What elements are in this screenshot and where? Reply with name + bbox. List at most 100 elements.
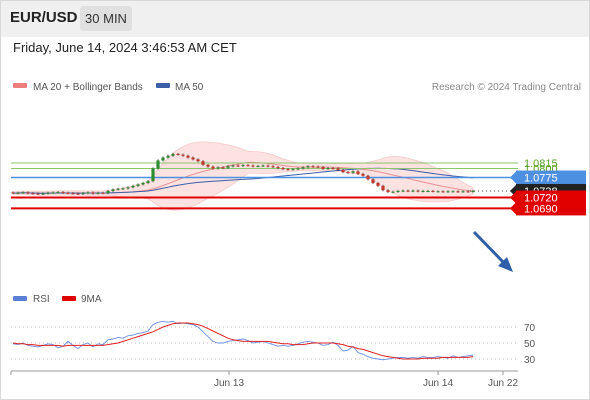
candle-body — [286, 169, 290, 171]
candle-body — [461, 191, 465, 193]
candle-body — [221, 167, 225, 169]
candle-body — [256, 165, 260, 167]
candle-body — [226, 166, 230, 168]
rsi-tick-50: 50 — [524, 339, 536, 350]
candle-body — [266, 165, 270, 167]
rsi-grid: 70 50 30 — [11, 323, 536, 366]
candle-body — [246, 165, 250, 167]
candle-body — [176, 153, 180, 155]
candle-body — [311, 166, 315, 168]
ma20-legend-label: MA 20 + Bollinger Bands — [33, 82, 143, 93]
ma50-legend-label: MA 50 — [175, 82, 204, 93]
candle-body — [126, 187, 130, 189]
candle-body — [276, 166, 280, 169]
x-axis: Jun 13 Jun 14 Jun 22 — [10, 370, 518, 389]
candle-body — [391, 191, 395, 193]
candle-body — [416, 190, 420, 192]
forecast-arrow-head — [498, 257, 513, 272]
candle-body — [381, 185, 385, 191]
x-tick-Jun-13: Jun 13 — [214, 378, 244, 389]
level-label-1.0775: 1.0775 — [524, 173, 558, 185]
level-label-1.0690: 1.0690 — [524, 203, 558, 215]
candle-body — [346, 172, 350, 174]
candle-body — [431, 190, 435, 192]
candle-body — [336, 168, 340, 170]
candle-body — [36, 193, 40, 195]
candle-body — [191, 157, 195, 160]
candle-body — [206, 164, 210, 167]
candle-body — [351, 171, 355, 173]
candle-body — [321, 166, 325, 169]
candle-body — [171, 153, 175, 156]
credit-text: Research © 2024 Trading Central — [432, 82, 581, 93]
ma50-legend-swatch — [156, 83, 170, 88]
rsi-legend-swatch — [13, 296, 27, 301]
candle-body — [456, 191, 460, 193]
legend: MA 20 + Bollinger Bands MA 50 Research ©… — [13, 82, 581, 93]
candle-body — [181, 154, 185, 156]
candle-body — [271, 166, 275, 168]
candle-body — [241, 165, 245, 167]
rsi-tick-30: 30 — [524, 355, 536, 366]
candle-body — [376, 182, 380, 186]
rsi-legend: RSI 9MA — [13, 294, 102, 305]
candle-body — [96, 192, 100, 194]
candle-body — [231, 165, 235, 167]
candle-body — [291, 169, 295, 171]
level-label-1.0815: 1.0815 — [524, 158, 558, 170]
candle-body — [441, 191, 445, 193]
candle-body — [316, 166, 320, 168]
candle-body — [76, 193, 80, 195]
candle-body — [411, 190, 415, 192]
candle-body — [371, 179, 375, 183]
candle-body — [436, 191, 440, 193]
candle-body — [426, 190, 430, 192]
candle-body — [261, 165, 265, 167]
candle-body — [386, 190, 390, 193]
level-box-1.0775 — [516, 170, 586, 185]
candle-body — [31, 193, 35, 195]
candle-body — [136, 184, 140, 186]
candles — [11, 152, 475, 195]
timeframe-button[interactable]: 30 MIN — [80, 6, 132, 31]
candle-body — [186, 155, 190, 158]
candle-body — [61, 192, 65, 194]
candle-body — [451, 191, 455, 193]
candle-body — [91, 192, 95, 194]
candle-body — [46, 192, 50, 194]
chart-datetime: Friday, June 14, 2024 3:46:53 AM CET — [13, 40, 237, 55]
candle-body — [471, 190, 475, 192]
rsi-ma9-line — [12, 322, 474, 360]
candle-body — [81, 193, 85, 195]
x-tick-Jun-22: Jun 22 — [488, 378, 518, 389]
candle-body — [331, 168, 335, 170]
ma9-legend-swatch — [62, 296, 76, 301]
candle-body — [21, 192, 25, 194]
candle-body — [356, 171, 360, 174]
candle-body — [156, 160, 160, 169]
rsi-legend-label: RSI — [33, 294, 50, 305]
candle-body — [71, 193, 75, 195]
candle-body — [406, 190, 410, 192]
candle-body — [301, 167, 305, 169]
forecast-arrow — [472, 230, 509, 268]
candle-body — [396, 190, 400, 192]
bollinger-band — [12, 141, 474, 211]
level-box-1.0720 — [516, 190, 586, 205]
candle-body — [166, 155, 170, 158]
candle-body — [201, 161, 205, 165]
x-tick-Jun-14: Jun 14 — [423, 378, 453, 389]
candle-body — [151, 168, 155, 182]
candle-body — [361, 173, 365, 176]
candle-body — [131, 185, 135, 188]
candle-body — [41, 193, 45, 195]
candle-body — [26, 192, 30, 194]
candle-body — [211, 166, 215, 169]
candle-body — [401, 190, 405, 192]
candle-body — [56, 192, 60, 194]
candle-body — [296, 168, 300, 170]
candle-body — [51, 192, 55, 194]
symbol-label: EUR/USD — [10, 9, 78, 26]
candle-body — [111, 189, 115, 191]
